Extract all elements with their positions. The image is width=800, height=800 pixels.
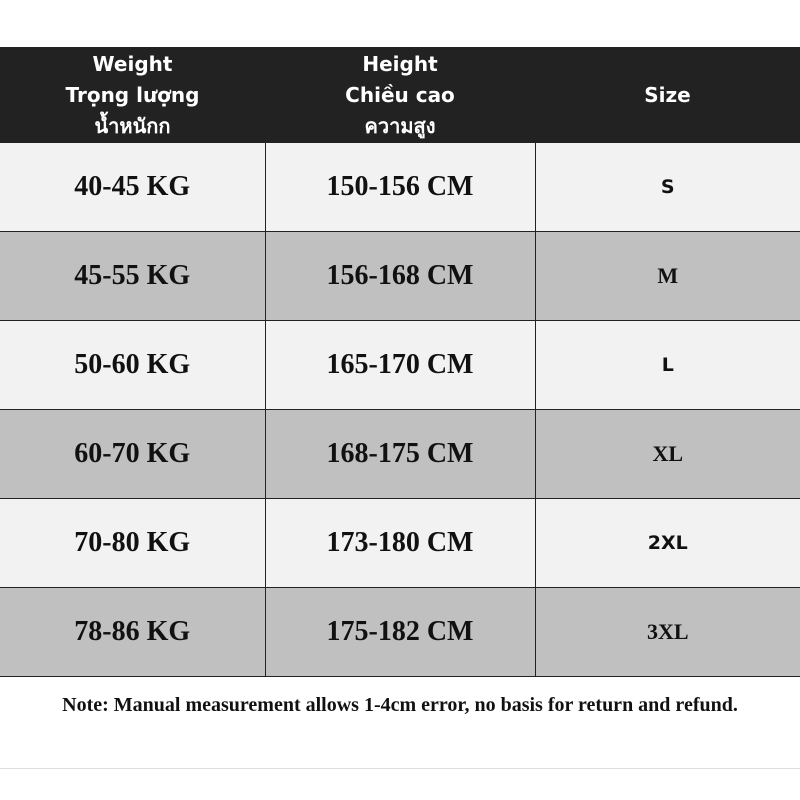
weight-cell: 78-86 KG (0, 587, 265, 677)
size-cell: M (534, 231, 800, 321)
size-row: 45-55 KG 156-168 CM M (0, 231, 800, 321)
weight-cell: 45-55 KG (0, 231, 265, 321)
size-row: 60-70 KG 168-175 CM XL (0, 409, 800, 499)
size-table: Weight Trọng lượng น้ำหนักก Height Chiều cao… (0, 47, 800, 677)
size-row: 70-80 KG 173-180 CM 2XL (0, 498, 800, 588)
height-cell: 173-180 CM (264, 498, 535, 588)
height-cell: 150-156 CM (264, 143, 535, 232)
header-line: ความสูง (364, 113, 436, 138)
header-row: Weight Trọng lượng น้ำหนักก Height Chiều cao… (0, 47, 800, 143)
header-line: Chiều cao (345, 82, 455, 107)
divider (0, 768, 800, 769)
weight-cell: 70-80 KG (0, 498, 265, 588)
size-cell: 3XL (534, 587, 800, 677)
header-cell: Size (535, 47, 800, 143)
header-line: Size (644, 82, 691, 107)
header-line: Weight (92, 51, 173, 76)
weight-cell: 40-45 KG (0, 143, 265, 232)
weight-cell: 50-60 KG (0, 320, 265, 410)
height-cell: 156-168 CM (264, 231, 535, 321)
note: Note: Manual measurement allows 1-4cm er… (62, 694, 738, 716)
size-row: 40-45 KG 150-156 CM S (0, 143, 800, 232)
weight-cell: 60-70 KG (0, 409, 265, 499)
size-cell: 2XL (534, 498, 800, 588)
header-line: Height (362, 51, 438, 76)
header-line: Trọng lượng (65, 82, 200, 107)
height-cell: 168-175 CM (264, 409, 535, 499)
size-cell: XL (534, 409, 800, 499)
header-cell: Height Chiều cao ความสูง (265, 47, 535, 143)
header-cell: Weight Trọng lượng น้ำหนักก (0, 47, 265, 143)
header-line: น้ำหนักก (94, 113, 171, 138)
size-row: 78-86 KG 175-182 CM 3XL (0, 587, 800, 677)
height-cell: 165-170 CM (264, 320, 535, 410)
size-cell: L (534, 320, 800, 410)
size-cell: S (534, 143, 800, 232)
size-row: 50-60 KG 165-170 CM L (0, 320, 800, 410)
height-cell: 175-182 CM (264, 587, 535, 677)
